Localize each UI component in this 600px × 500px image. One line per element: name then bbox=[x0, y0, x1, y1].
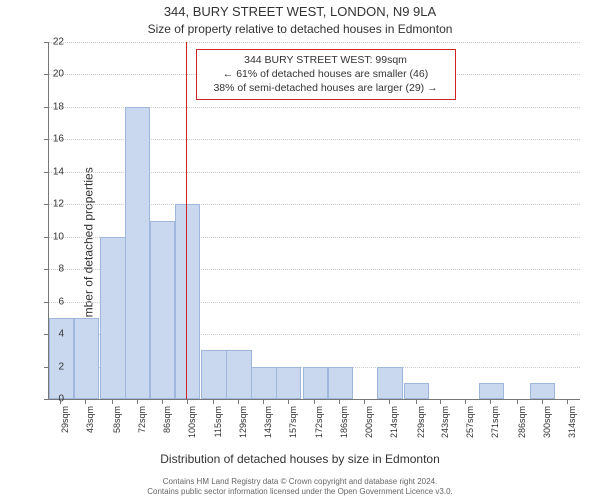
histogram-bar bbox=[276, 367, 301, 399]
xtick-label: 286sqm bbox=[517, 406, 527, 456]
xtick-label: 314sqm bbox=[567, 406, 577, 456]
xtick-label: 43sqm bbox=[85, 406, 95, 456]
xtick-label: 257sqm bbox=[465, 406, 475, 456]
xtick-label: 200sqm bbox=[364, 406, 374, 456]
histogram-bar bbox=[251, 367, 276, 399]
ytick-label: 6 bbox=[40, 296, 64, 307]
xtick-mark bbox=[416, 400, 417, 404]
histogram-bar bbox=[100, 237, 125, 399]
xtick-mark bbox=[60, 400, 61, 404]
xtick-mark bbox=[137, 400, 138, 404]
ytick-label: 20 bbox=[40, 69, 64, 80]
ytick-label: 14 bbox=[40, 166, 64, 177]
histogram-bar bbox=[328, 367, 353, 399]
xtick-label: 100sqm bbox=[187, 406, 197, 456]
xtick-mark bbox=[213, 400, 214, 404]
xtick-label: 58sqm bbox=[112, 406, 122, 456]
xtick-label: 115sqm bbox=[213, 406, 223, 456]
histogram-bar bbox=[125, 107, 150, 399]
xtick-mark bbox=[389, 400, 390, 404]
xtick-mark bbox=[339, 400, 340, 404]
ytick-label: 16 bbox=[40, 134, 64, 145]
chart-subtitle: Size of property relative to detached ho… bbox=[0, 22, 600, 36]
histogram-bar bbox=[303, 367, 328, 399]
histogram-bar bbox=[175, 204, 200, 399]
annotation-line: 38% of semi-detached houses are larger (… bbox=[203, 81, 449, 95]
xtick-label: 172sqm bbox=[314, 406, 324, 456]
histogram-bar bbox=[74, 318, 99, 399]
xtick-mark bbox=[517, 400, 518, 404]
xtick-label: 271sqm bbox=[490, 406, 500, 456]
ytick-label: 2 bbox=[40, 361, 64, 372]
xtick-mark bbox=[542, 400, 543, 404]
marker-line bbox=[186, 42, 187, 399]
ytick-label: 22 bbox=[40, 37, 64, 48]
xtick-mark bbox=[364, 400, 365, 404]
histogram-bar bbox=[201, 350, 226, 399]
ytick-label: 10 bbox=[40, 231, 64, 242]
xtick-label: 29sqm bbox=[60, 406, 70, 456]
chart-title: 344, BURY STREET WEST, LONDON, N9 9LA bbox=[0, 4, 600, 19]
xtick-label: 300sqm bbox=[542, 406, 552, 456]
xtick-mark bbox=[490, 400, 491, 404]
xtick-mark bbox=[314, 400, 315, 404]
xtick-mark bbox=[85, 400, 86, 404]
ytick-label: 4 bbox=[40, 329, 64, 340]
xtick-mark bbox=[162, 400, 163, 404]
footer-line-2: Contains public sector information licen… bbox=[0, 487, 600, 497]
xtick-mark bbox=[238, 400, 239, 404]
xtick-label: 157sqm bbox=[288, 406, 298, 456]
footer-line-1: Contains HM Land Registry data © Crown c… bbox=[0, 477, 600, 487]
xtick-mark bbox=[465, 400, 466, 404]
ytick-label: 12 bbox=[40, 199, 64, 210]
xtick-mark bbox=[112, 400, 113, 404]
xtick-label: 129sqm bbox=[238, 406, 248, 456]
ytick-label: 18 bbox=[40, 101, 64, 112]
xtick-label: 143sqm bbox=[263, 406, 273, 456]
xtick-mark bbox=[440, 400, 441, 404]
histogram-bar bbox=[530, 383, 555, 399]
histogram-bar bbox=[226, 350, 251, 399]
xtick-label: 186sqm bbox=[339, 406, 349, 456]
annotation-box: 344 BURY STREET WEST: 99sqm← 61% of deta… bbox=[196, 49, 456, 100]
xtick-label: 229sqm bbox=[416, 406, 426, 456]
gridline-h bbox=[49, 42, 580, 43]
histogram-bar bbox=[479, 383, 504, 399]
xtick-mark bbox=[187, 400, 188, 404]
xtick-label: 214sqm bbox=[389, 406, 399, 456]
plot-area: 344 BURY STREET WEST: 99sqm← 61% of deta… bbox=[48, 42, 580, 400]
histogram-bar bbox=[150, 221, 175, 400]
xtick-mark bbox=[567, 400, 568, 404]
ytick-label: 8 bbox=[40, 264, 64, 275]
xtick-mark bbox=[263, 400, 264, 404]
xtick-mark bbox=[288, 400, 289, 404]
xtick-label: 72sqm bbox=[137, 406, 147, 456]
annotation-line: 344 BURY STREET WEST: 99sqm bbox=[203, 53, 449, 67]
histogram-bar bbox=[377, 367, 402, 399]
histogram-bar bbox=[404, 383, 429, 399]
xtick-label: 86sqm bbox=[162, 406, 172, 456]
chart-container: 344, BURY STREET WEST, LONDON, N9 9LA Si… bbox=[0, 0, 600, 500]
xtick-label: 243sqm bbox=[440, 406, 450, 456]
footer-attribution: Contains HM Land Registry data © Crown c… bbox=[0, 477, 600, 497]
annotation-line: ← 61% of detached houses are smaller (46… bbox=[203, 67, 449, 81]
